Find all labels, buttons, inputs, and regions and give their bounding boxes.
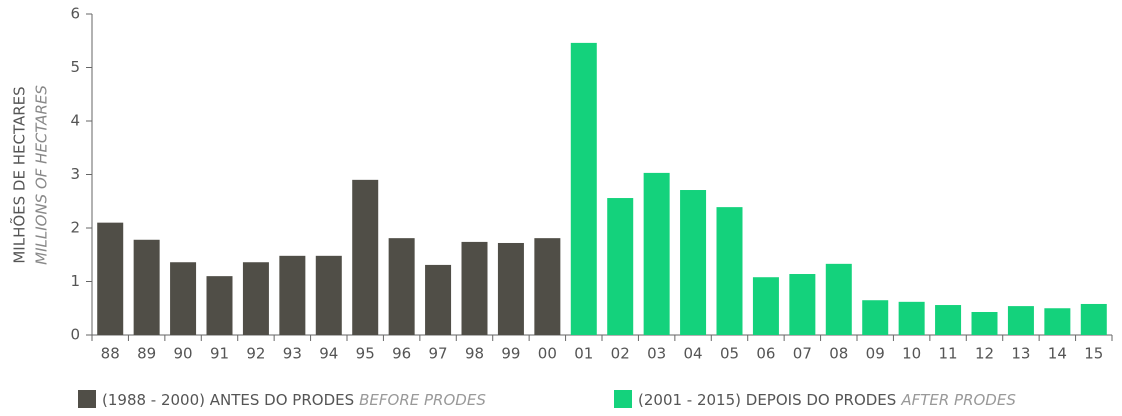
- x-tick-label: 94: [319, 345, 338, 363]
- bar: [497, 242, 524, 335]
- bar: [825, 263, 852, 335]
- bar: [789, 274, 816, 335]
- bar: [752, 277, 779, 335]
- bar: [97, 222, 124, 335]
- x-tick-label: 00: [538, 345, 557, 363]
- legend-name: (1988 - 2000) ANTES DO PRODES: [102, 391, 354, 409]
- x-tick-label: 92: [246, 345, 265, 363]
- x-tick-label: 01: [574, 345, 593, 363]
- bar: [898, 301, 925, 335]
- bar: [170, 262, 197, 335]
- legend-swatch: [614, 390, 632, 408]
- y-tick-label: 3: [70, 165, 80, 183]
- x-tick-label: 09: [866, 345, 885, 363]
- bar: [388, 238, 415, 335]
- bar: [315, 255, 342, 335]
- x-tick-label: 03: [647, 345, 666, 363]
- bar: [716, 207, 743, 335]
- x-tick-label: 13: [1011, 345, 1030, 363]
- x-tick-label: 93: [283, 345, 302, 363]
- legend-label: (1988 - 2000) ANTES DO PRODES BEFORE PROD…: [102, 391, 486, 409]
- x-tick-label: 98: [465, 345, 484, 363]
- y-tick-label: 0: [70, 326, 80, 344]
- x-tick-label: 88: [101, 345, 120, 363]
- x-tick-label: 95: [356, 345, 375, 363]
- bar: [1044, 308, 1071, 335]
- bar: [607, 198, 634, 335]
- x-tick-label: 11: [939, 345, 958, 363]
- bar: [206, 276, 233, 335]
- x-tick-label: 02: [611, 345, 630, 363]
- x-tick-label: 90: [174, 345, 193, 363]
- legend-name-en: AFTER PRODES: [900, 391, 1016, 409]
- bar: [971, 311, 998, 335]
- bar: [352, 179, 379, 335]
- y-tick-label: 5: [70, 58, 80, 76]
- bar: [1080, 303, 1107, 335]
- x-tick-label: 05: [720, 345, 739, 363]
- x-tick-label: 08: [829, 345, 848, 363]
- x-tick-label: 07: [793, 345, 812, 363]
- bar: [862, 300, 889, 335]
- legend-name-en: BEFORE PRODES: [359, 391, 486, 409]
- bar: [680, 190, 707, 335]
- bar: [461, 241, 488, 335]
- bar: [279, 255, 306, 335]
- x-tick-label: 10: [902, 345, 921, 363]
- legend-name: (2001 - 2015) DEPOIS DO PRODES: [638, 391, 896, 409]
- bar: [242, 262, 269, 335]
- bar: [133, 239, 160, 335]
- x-tick-label: 89: [137, 345, 156, 363]
- x-tick-label: 96: [392, 345, 411, 363]
- x-tick-label: 06: [756, 345, 775, 363]
- x-tick-label: 97: [429, 345, 448, 363]
- x-tick-label: 12: [975, 345, 994, 363]
- y-tick-label: 6: [70, 5, 80, 23]
- x-tick-label: 14: [1048, 345, 1067, 363]
- bar: [570, 42, 597, 335]
- x-tick-label: 91: [210, 345, 229, 363]
- bar: [1007, 306, 1034, 335]
- legend-label: (2001 - 2015) DEPOIS DO PRODES AFTER PROD…: [638, 391, 1016, 409]
- y-tick-label: 1: [70, 272, 80, 290]
- y-axis-label: MILHÕES DE HECTARES: [10, 86, 29, 263]
- bar: [534, 238, 561, 335]
- x-tick-label: 99: [501, 345, 520, 363]
- y-axis-label-en: MILLIONS OF HECTARES: [33, 85, 51, 265]
- bar: [425, 264, 452, 335]
- y-tick-label: 4: [70, 112, 80, 130]
- x-tick-label: 04: [684, 345, 703, 363]
- legend-swatch: [78, 390, 96, 408]
- bar: [935, 305, 962, 335]
- x-tick-label: 15: [1084, 345, 1103, 363]
- bar: [643, 172, 670, 335]
- y-tick-label: 2: [70, 219, 80, 237]
